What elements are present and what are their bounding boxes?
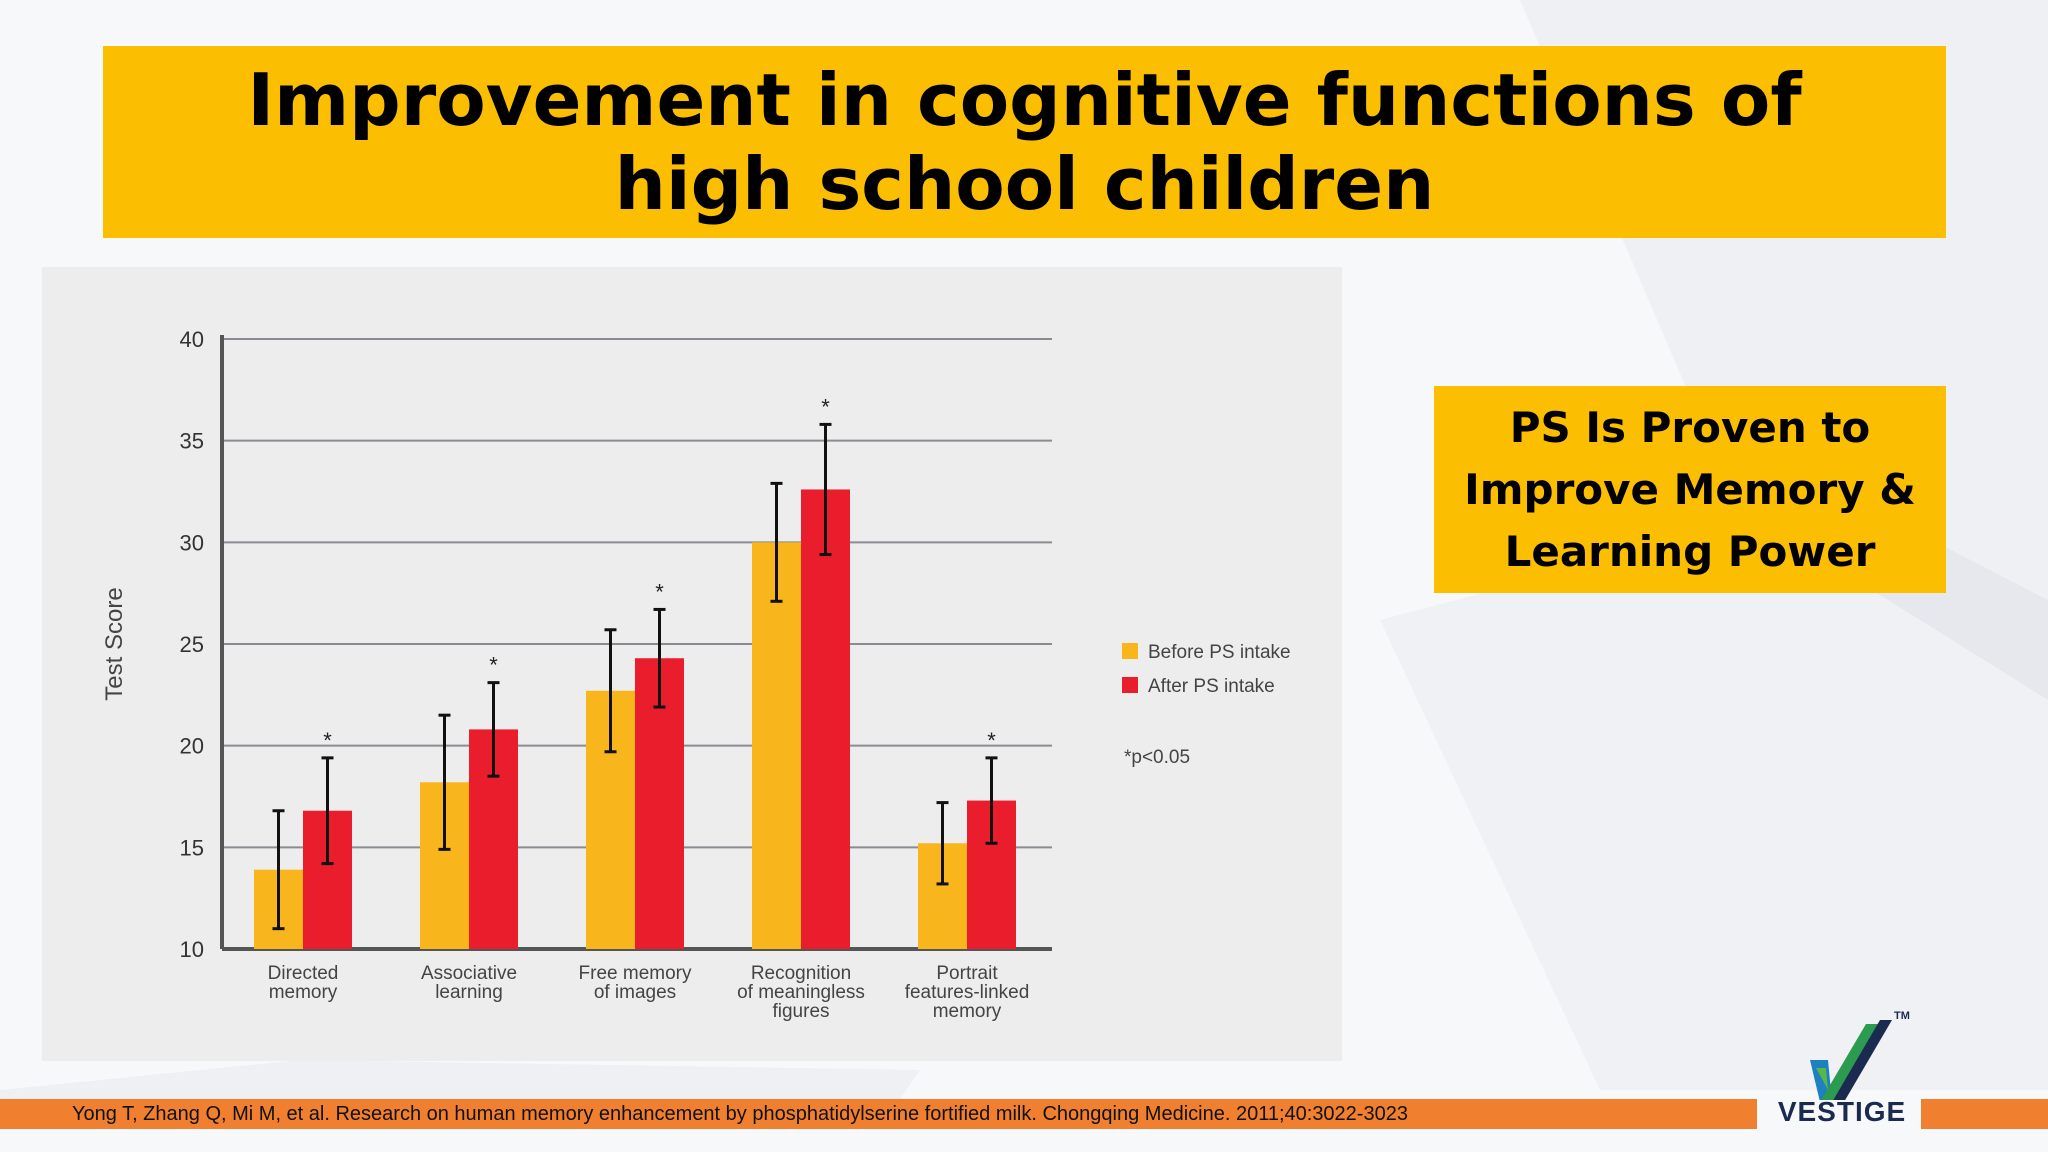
callout-text: PS Is Proven to Improve Memory & Learnin… <box>1464 402 1916 576</box>
significance-mark: * <box>821 394 830 419</box>
footer-bar <box>0 1099 1757 1129</box>
x-category-label: memory <box>269 982 338 1003</box>
x-category-label: features-linked <box>905 982 1030 1003</box>
y-tick-label: 30 <box>180 530 204 555</box>
legend-label: Before PS intake <box>1148 642 1291 663</box>
x-category-label: Associative <box>421 963 517 984</box>
bar-after <box>801 489 850 949</box>
slide-title: Improvement in cognitive functions of hi… <box>247 58 1802 226</box>
x-category-label: Portrait <box>936 963 998 984</box>
legend-label: After PS intake <box>1148 676 1275 697</box>
x-category-label: of meaningless <box>737 982 865 1003</box>
logo-text: VESTIGE <box>1777 1096 1907 1127</box>
x-category-label: learning <box>435 982 503 1003</box>
x-category-label: figures <box>772 1001 829 1022</box>
y-axis-label: Test Score <box>101 587 128 700</box>
legend-swatch <box>1122 677 1138 693</box>
significance-mark: * <box>489 653 498 678</box>
x-category-label: Free memory <box>579 963 692 984</box>
citation-text: Yong T, Zhang Q, Mi M, et al. Research o… <box>72 1103 1408 1125</box>
title-banner: Improvement in cognitive functions of hi… <box>103 46 1946 238</box>
y-tick-label: 10 <box>180 937 204 962</box>
y-tick-label: 20 <box>180 734 204 759</box>
y-tick-label: 35 <box>180 429 204 454</box>
callout-box: PS Is Proven to Improve Memory & Learnin… <box>1434 386 1946 593</box>
vestige-logo: TM VESTIGE <box>1770 1010 1920 1130</box>
trademark-mark: TM <box>1894 1010 1910 1022</box>
y-tick-label: 25 <box>180 632 204 657</box>
significance-mark: * <box>323 728 332 753</box>
significance-note: *p<0.05 <box>1124 747 1190 768</box>
x-category-label: Recognition <box>751 963 851 984</box>
significance-mark: * <box>987 728 996 753</box>
x-category-label: Directed <box>268 963 339 984</box>
bar-before <box>752 542 801 949</box>
chart-panel: 10 15 20 25 30 35 40 Test Score * Directed memory *… <box>42 267 1342 1061</box>
footer-bar-right <box>1921 1099 2048 1129</box>
legend-swatch <box>1122 643 1138 659</box>
x-category-label: of images <box>594 982 676 1003</box>
y-tick-label: 15 <box>180 835 204 860</box>
x-category-label: memory <box>933 1001 1002 1022</box>
checkmark-logo-icon <box>1810 1020 1892 1100</box>
y-tick-label: 40 <box>180 327 204 352</box>
significance-mark: * <box>655 579 664 604</box>
